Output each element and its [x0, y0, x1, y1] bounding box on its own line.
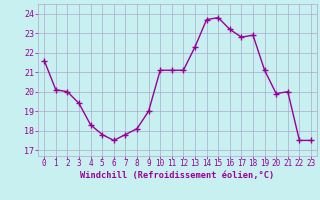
X-axis label: Windchill (Refroidissement éolien,°C): Windchill (Refroidissement éolien,°C) [80, 171, 275, 180]
